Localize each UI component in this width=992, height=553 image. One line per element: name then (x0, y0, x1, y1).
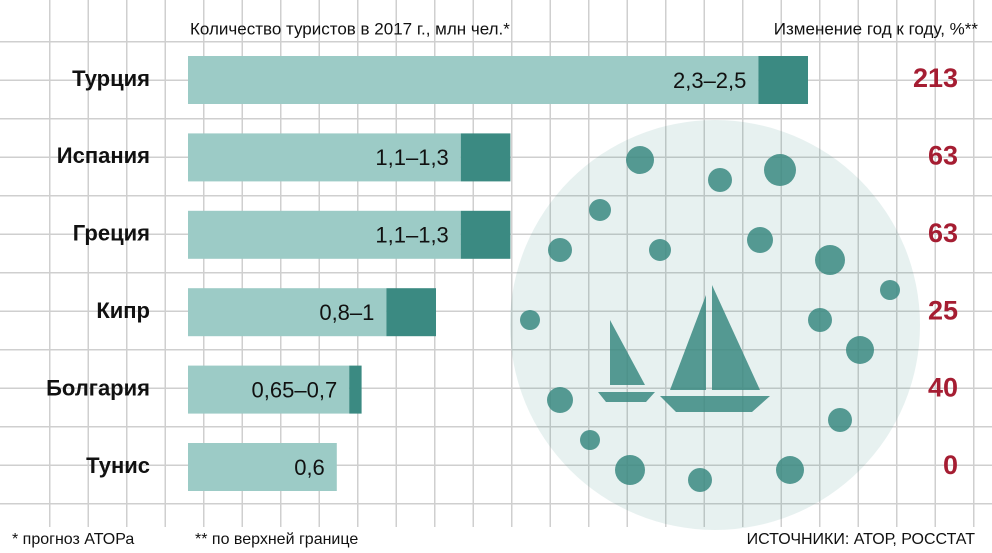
bar-range (349, 366, 361, 414)
value-label: 0,6 (294, 455, 325, 480)
footnote: ** по верхней границе (195, 531, 358, 548)
change-label: 63 (928, 141, 958, 171)
change-title: Изменение год к году, %** (774, 19, 979, 38)
change-label: 63 (928, 218, 958, 248)
bar-range (758, 56, 808, 104)
chart-container: Количество туристов в 2017 г., млн чел.*… (0, 0, 992, 553)
value-label: 1,1–1,3 (375, 145, 448, 170)
source: ИСТОЧНИКИ: АТОР, РОССТАТ (747, 531, 976, 548)
change-label: 40 (928, 373, 958, 403)
value-label: 1,1–1,3 (375, 223, 448, 248)
category-label: Испания (57, 143, 150, 168)
change-label: 25 (928, 295, 958, 325)
category-label: Болгария (46, 375, 150, 400)
value-label: 2,3–2,5 (673, 68, 746, 93)
chart-title: Количество туристов в 2017 г., млн чел.* (190, 19, 510, 38)
bar-range (461, 211, 511, 259)
category-label: Тунис (86, 453, 150, 478)
change-label: 0 (943, 450, 958, 480)
value-label: 0,8–1 (319, 300, 374, 325)
decoration (510, 120, 920, 530)
change-label: 213 (913, 63, 958, 93)
footnote: * прогноз АТОРа (12, 531, 134, 548)
bar-range (461, 133, 511, 181)
value-label: 0,65–0,7 (252, 377, 338, 402)
chart: Количество туристов в 2017 г., млн чел.*… (0, 0, 992, 553)
category-label: Турция (72, 66, 150, 91)
category-label: Греция (73, 221, 150, 246)
bar-range (386, 288, 436, 336)
category-label: Кипр (96, 298, 150, 323)
